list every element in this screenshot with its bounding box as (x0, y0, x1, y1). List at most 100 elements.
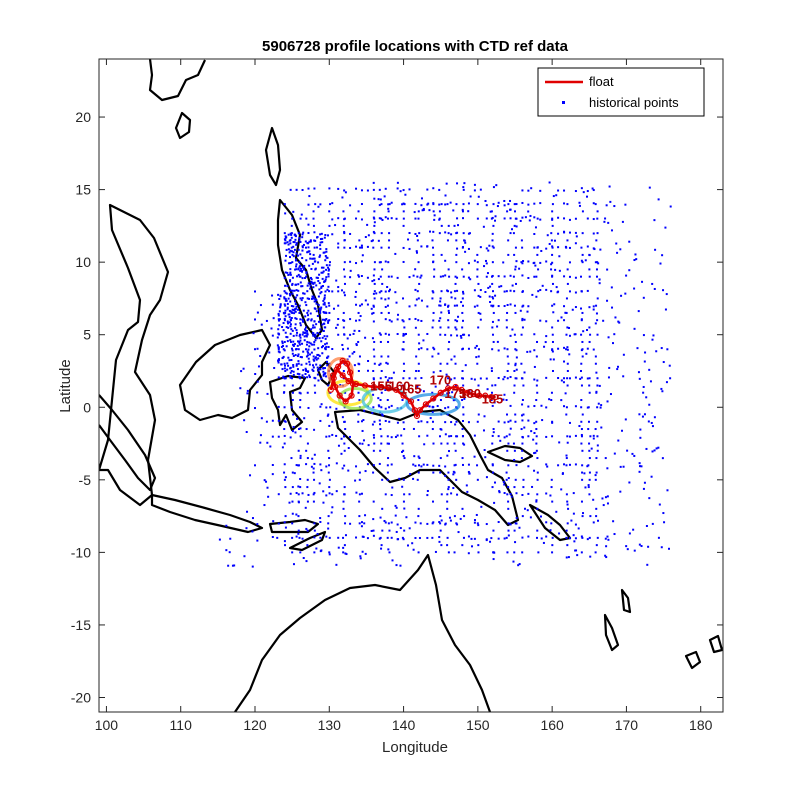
historical-point (351, 352, 354, 355)
historical-point (595, 268, 598, 271)
historical-point (289, 239, 292, 242)
historical-point (316, 276, 319, 279)
historical-point (565, 413, 568, 416)
historical-point (289, 366, 292, 369)
historical-point (343, 246, 346, 249)
historical-point (307, 318, 310, 321)
historical-point (417, 369, 420, 372)
historical-point (560, 379, 563, 382)
historical-point (444, 303, 447, 306)
historical-point (277, 358, 280, 361)
historical-point (289, 242, 292, 245)
historical-point (364, 514, 367, 517)
historical-point (460, 336, 463, 339)
historical-point (292, 340, 295, 343)
historical-point (596, 297, 599, 300)
historical-point (521, 189, 524, 192)
historical-point (302, 292, 305, 295)
historical-point (431, 428, 434, 431)
historical-point (284, 297, 287, 300)
historical-point (327, 345, 330, 348)
historical-point (476, 275, 479, 278)
historical-point (313, 281, 316, 284)
historical-point (303, 328, 306, 331)
historical-point (342, 500, 345, 503)
historical-point (300, 213, 303, 216)
historical-point (413, 211, 416, 214)
historical-point (477, 384, 480, 387)
chart-title: 5906728 profile locations with CTD ref d… (262, 38, 569, 55)
historical-point (317, 369, 320, 372)
historical-point (533, 452, 536, 455)
historical-point (497, 435, 500, 438)
historical-point (462, 188, 465, 191)
historical-point (390, 463, 393, 466)
historical-point (395, 217, 398, 220)
historical-point (408, 318, 411, 321)
historical-point (552, 358, 555, 361)
historical-point (355, 290, 358, 293)
historical-point (372, 534, 375, 537)
historical-point (342, 326, 345, 329)
historical-point (566, 348, 569, 351)
historical-point (328, 457, 331, 460)
historical-point (448, 275, 451, 278)
historical-point (550, 290, 553, 293)
historical-point (438, 521, 441, 524)
historical-point (254, 407, 256, 410)
historical-point (372, 304, 375, 307)
historical-point (316, 246, 319, 249)
historical-point (470, 537, 473, 540)
historical-point (565, 464, 568, 467)
historical-point (467, 334, 470, 337)
historical-point (503, 217, 506, 220)
historical-point (556, 291, 559, 294)
historical-point (358, 355, 361, 358)
historical-point (292, 241, 295, 244)
historical-point (297, 289, 300, 292)
historical-point (513, 384, 516, 387)
historical-point (580, 442, 583, 445)
historical-point (325, 276, 328, 279)
coast-china (148, 59, 206, 102)
historical-point (446, 536, 449, 539)
historical-point (390, 536, 393, 539)
historical-point (306, 457, 309, 460)
historical-point (286, 336, 289, 339)
historical-point (613, 205, 616, 208)
historical-point (384, 216, 387, 219)
historical-point (586, 538, 589, 541)
historical-point (299, 477, 302, 480)
historical-point (520, 428, 523, 431)
historical-point (283, 276, 286, 279)
historical-point (462, 413, 465, 416)
historical-point (315, 310, 318, 313)
historical-point (305, 463, 308, 466)
historical-point (300, 285, 303, 288)
historical-point (589, 435, 592, 438)
historical-point (337, 187, 340, 190)
historical-point (380, 369, 383, 372)
historical-point (313, 491, 316, 494)
historical-point (325, 312, 328, 315)
historical-point (307, 187, 310, 190)
historical-point (506, 449, 509, 452)
historical-point (367, 234, 370, 237)
historical-point (312, 253, 315, 256)
historical-point (321, 352, 324, 355)
historical-point (291, 551, 294, 554)
historical-point (548, 398, 551, 401)
historical-point (545, 535, 548, 538)
historical-point (297, 515, 300, 518)
historical-point (301, 492, 304, 495)
historical-point (617, 439, 620, 442)
historical-point (373, 355, 376, 358)
historical-point (381, 507, 384, 510)
historical-point (566, 544, 569, 547)
historical-point (306, 332, 309, 335)
historical-point (319, 550, 322, 553)
historical-point (325, 435, 328, 438)
historical-point (314, 335, 317, 338)
historical-point (277, 435, 280, 438)
historical-point (622, 353, 625, 356)
